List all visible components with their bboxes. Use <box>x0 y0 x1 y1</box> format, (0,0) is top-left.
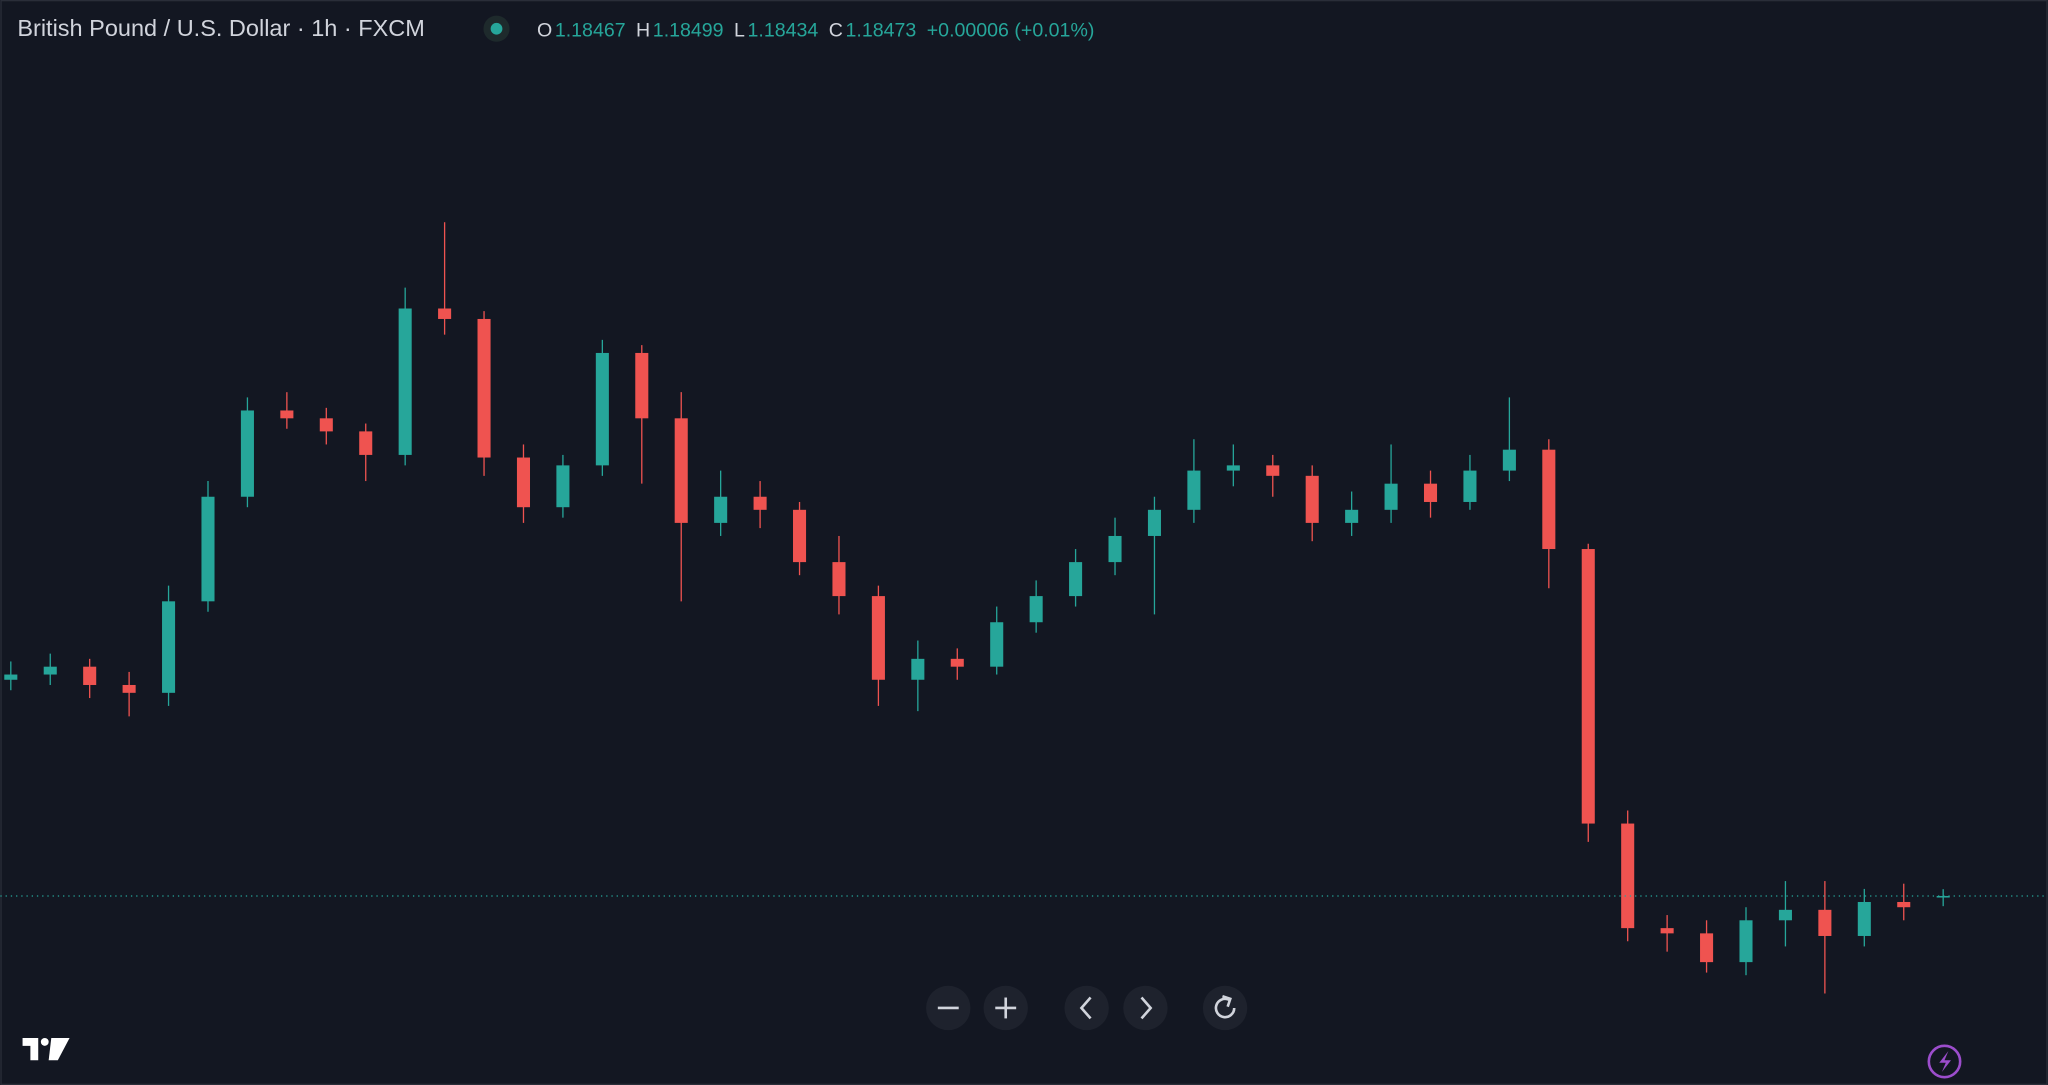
ohlc-legend: O 1.18467 H 1.18499 L 1.18434 C 1.18473 +0.00006… <box>537 20 1094 42</box>
candle-body <box>1463 470 1477 502</box>
candle-body <box>398 308 412 455</box>
candle-body <box>1226 465 1240 471</box>
status-dot <box>490 22 503 35</box>
candle-body <box>1108 535 1122 563</box>
lightning-button[interactable] <box>1927 1044 1962 1079</box>
candle-body <box>635 352 649 419</box>
reset-button[interactable] <box>1202 985 1248 1031</box>
ohlc-value: 1.18499 <box>653 20 724 42</box>
candle-body <box>1502 449 1516 471</box>
candle-body <box>871 596 885 680</box>
candle-body <box>753 496 767 510</box>
candle-body <box>1897 901 1911 908</box>
candle-body <box>516 457 531 508</box>
scroll-left-button[interactable] <box>1064 985 1109 1031</box>
candle-body <box>832 562 846 597</box>
candle-body <box>1187 470 1201 510</box>
ohlc-value: 1.18434 <box>748 20 819 42</box>
candle-body <box>1542 449 1556 550</box>
candle-body <box>1069 562 1083 597</box>
candle-body <box>43 666 57 675</box>
candle-body <box>595 352 609 466</box>
tradingview-logo[interactable] <box>22 1037 70 1061</box>
candle-body <box>1660 928 1674 934</box>
candle-body <box>4 674 18 680</box>
scroll-right-button[interactable] <box>1123 985 1168 1031</box>
candle-body <box>1384 483 1398 510</box>
candle-body <box>556 465 570 508</box>
candle-body <box>714 496 728 523</box>
ohlc-label: C <box>829 20 843 42</box>
plot-area <box>0 222 2048 994</box>
candle-body <box>1936 895 1950 898</box>
candle-body <box>793 509 807 563</box>
candle-body <box>1029 596 1043 623</box>
candle-body <box>1700 933 1714 963</box>
ohlc-label: H <box>636 20 650 42</box>
ohlc-value: 1.18467 <box>555 20 626 42</box>
candle-body <box>1423 483 1438 502</box>
candle-body <box>911 658 925 680</box>
candle-body <box>1739 920 1753 963</box>
candle-body <box>1621 823 1635 929</box>
zoom-out-button[interactable] <box>926 985 971 1031</box>
ohlc-value: 1.18473 <box>846 20 917 42</box>
ohlc-label: O <box>537 20 552 42</box>
candle-body <box>1857 901 1871 936</box>
candle-body <box>1818 909 1832 936</box>
candle-body <box>1305 475 1319 523</box>
candle-body <box>990 622 1004 667</box>
candle-body <box>201 496 215 602</box>
candle-body <box>240 410 254 497</box>
zoom-in-button[interactable] <box>983 985 1028 1031</box>
candle-body <box>1778 909 1792 921</box>
candle-body <box>122 684 136 693</box>
candle-body <box>674 418 688 523</box>
candle-body <box>1266 465 1280 476</box>
price-change: +0.00006 (+0.01%) <box>927 20 1095 42</box>
candle-body <box>1581 549 1595 824</box>
candle-body <box>162 601 176 693</box>
candle-body <box>950 658 964 667</box>
candle-body <box>477 318 491 458</box>
candle-body <box>1345 509 1359 523</box>
candle-body <box>1147 509 1161 536</box>
candle-body <box>319 418 333 432</box>
candle-body <box>83 666 97 685</box>
ohlc-label: L <box>734 20 745 42</box>
candle-body <box>280 410 294 419</box>
symbol-title: British Pound / U.S. Dollar · 1h · FXCM <box>17 15 424 41</box>
candle-body <box>359 431 373 455</box>
candle-body <box>438 308 452 319</box>
